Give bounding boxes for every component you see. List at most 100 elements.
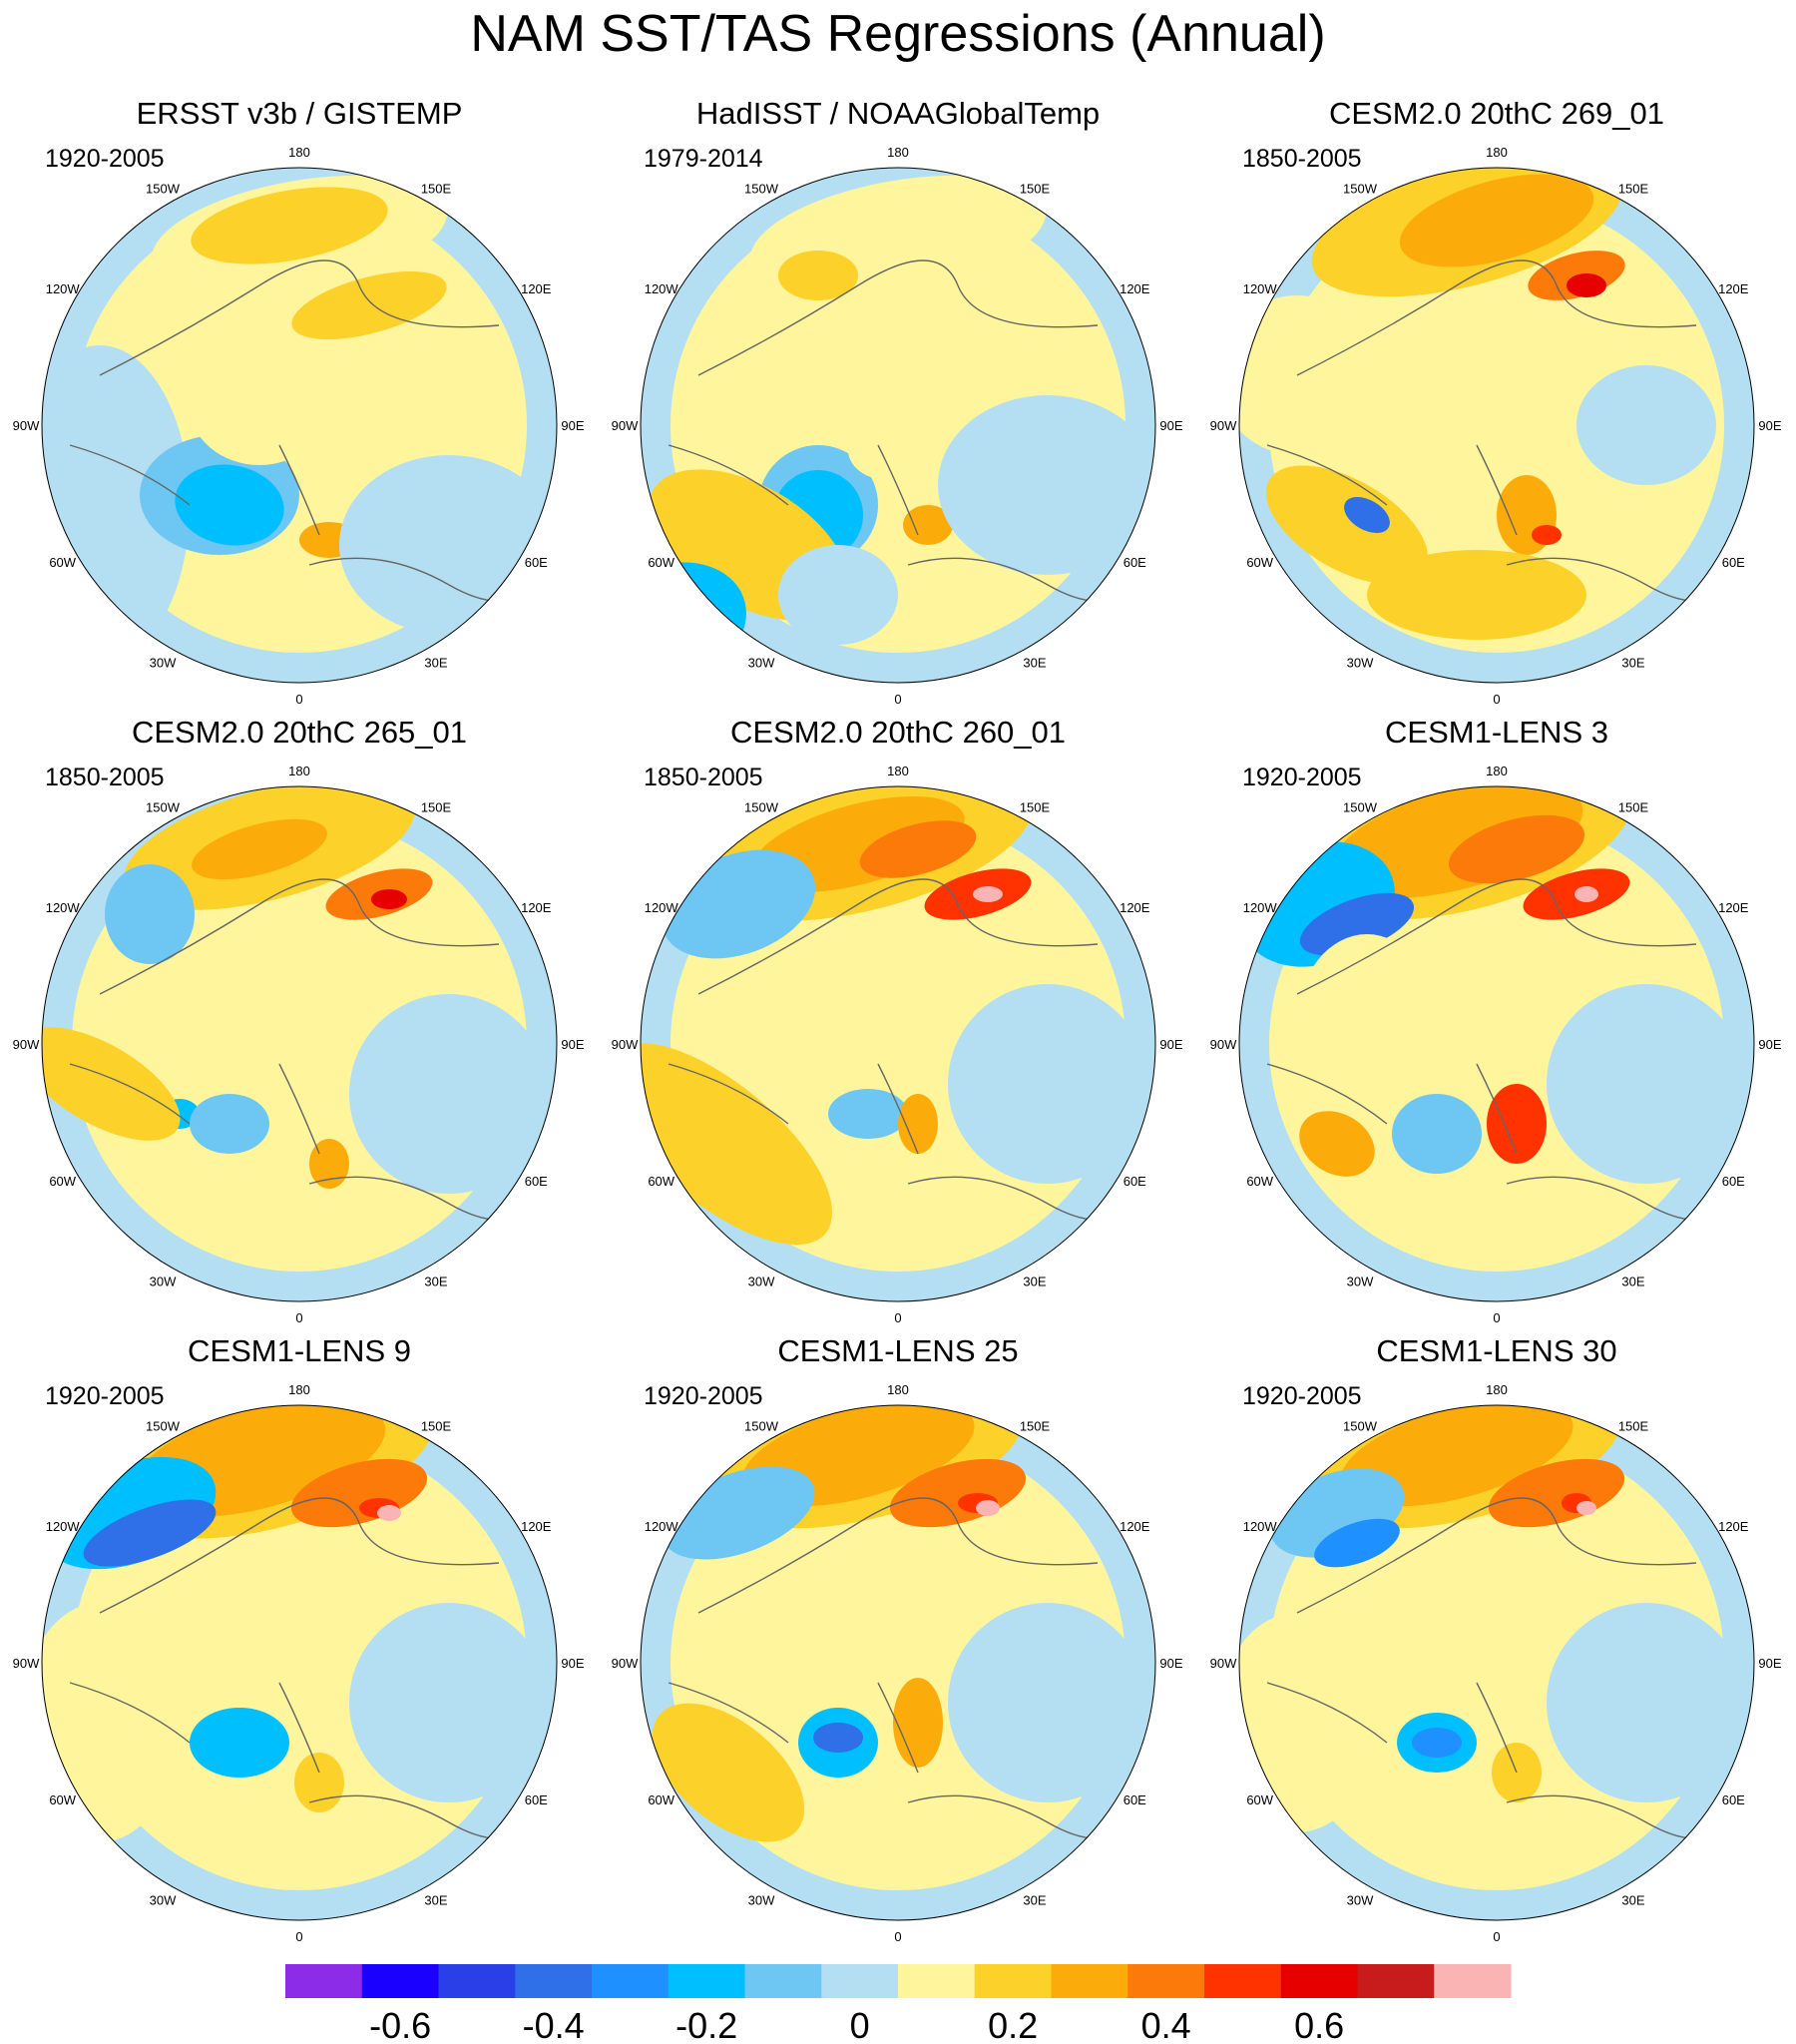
lon-label: 30W xyxy=(150,1892,177,1907)
panel-title: CESM2.0 20thC 260_01 xyxy=(729,715,1067,750)
coastline xyxy=(1476,444,1518,536)
lon-label: 60E xyxy=(525,555,548,570)
coastline xyxy=(668,444,789,506)
lon-label: 120W xyxy=(1243,1519,1278,1534)
lon-label: 60E xyxy=(1123,555,1146,570)
panel-title: CESM1-LENS 30 xyxy=(1376,1333,1617,1368)
main-title: NAM SST/TAS Regressions (Annual) xyxy=(470,5,1326,63)
map-panel: HadISST / NOAAGlobalTemp 1979-2014 180 150E… xyxy=(599,96,1197,715)
field-contour xyxy=(349,1603,549,1802)
coastline xyxy=(697,1497,1099,1614)
map-outline xyxy=(41,1404,558,1921)
field-contour xyxy=(190,1708,289,1778)
polar-map: 180 150E 120E 90E 60E 30E 0 30W 60W 90W 120W 150W xyxy=(612,1382,1183,1944)
field-contour xyxy=(1299,1111,1375,1177)
lon-label: 30W xyxy=(1347,1892,1374,1907)
field-contour xyxy=(1314,1518,1400,1568)
lon-label: 30W xyxy=(1347,1274,1374,1288)
field-contour xyxy=(42,1027,181,1141)
lon-label: 90W xyxy=(1210,1656,1237,1671)
field-contour xyxy=(339,455,557,635)
panel-period: 1850-2005 xyxy=(1242,145,1362,173)
field-contour xyxy=(377,1505,401,1521)
lon-label: 150E xyxy=(421,1419,452,1434)
lon-label: 90W xyxy=(1210,418,1237,433)
coastline xyxy=(697,259,1099,376)
panel-title: CESM2.0 20thC 269_01 xyxy=(1328,96,1665,131)
lon-label: 180 xyxy=(887,145,909,160)
colorbar-tick-label: -0.4 xyxy=(523,2005,585,2044)
lon-label: 30E xyxy=(1023,1274,1046,1288)
coastline xyxy=(1476,1063,1518,1155)
lon-label: 30E xyxy=(1023,655,1046,670)
coastline xyxy=(278,1063,320,1155)
colorbar-tick-label: 0.2 xyxy=(988,2005,1038,2044)
panel-period: 1979-2014 xyxy=(644,145,763,173)
colorbar-swatch xyxy=(1204,1964,1282,1998)
lon-label: 180 xyxy=(288,764,310,778)
lon-label: 0 xyxy=(1493,1929,1500,1944)
colorbar-swatch xyxy=(592,1964,670,1998)
lon-label: 60E xyxy=(1123,1792,1146,1807)
colorbar-swatch xyxy=(1127,1964,1205,1998)
field-contour xyxy=(973,886,1003,902)
panel-title: CESM1-LENS 3 xyxy=(1385,715,1608,750)
lon-label: 150E xyxy=(421,800,452,815)
polar-map: 180 150E 120E 90E 60E 30E 0 30W 60W 90W 120W 150W xyxy=(13,1382,585,1944)
field-contour xyxy=(1367,550,1586,640)
map-panel: CESM1-LENS 3 1920-2005 180 150E 120E 90E 60E 30… xyxy=(1197,715,1796,1333)
field-contour xyxy=(1576,365,1716,485)
field-contour xyxy=(828,1089,908,1139)
lon-label: 150E xyxy=(1618,1419,1649,1434)
lon-label: 180 xyxy=(1486,764,1508,778)
lon-label: 90W xyxy=(1210,1037,1237,1052)
map-panel: ERSST v3b / GISTEMP 1920-2005 180 150E 120E 9… xyxy=(0,96,599,715)
lon-label: 150W xyxy=(1343,182,1378,197)
coastline xyxy=(69,1682,191,1744)
lon-label: 180 xyxy=(887,764,909,778)
field-contour xyxy=(948,984,1147,1184)
map-panel: CESM2.0 20thC 265_01 1850-2005 180 150E 120E… xyxy=(0,715,599,1333)
lon-label: 60W xyxy=(648,555,674,570)
lon-label: 150W xyxy=(1343,800,1378,815)
colorbar-swatch xyxy=(361,1964,439,1998)
coastline xyxy=(1266,1682,1388,1744)
colorbar-tick-label: 0 xyxy=(850,2005,870,2044)
lon-label: 60W xyxy=(648,1792,674,1807)
map-outline xyxy=(1238,167,1755,684)
panel-period: 1850-2005 xyxy=(644,764,763,791)
lon-label: 120E xyxy=(1718,1519,1749,1534)
polar-map: 180 150E 120E 90E 60E 30E 0 30W 60W 90W 120W 150W xyxy=(612,145,1183,707)
map-outline xyxy=(1238,785,1755,1302)
colorbar-swatch xyxy=(744,1964,822,1998)
lon-label: 60W xyxy=(1246,555,1273,570)
coastline xyxy=(1266,444,1388,506)
field-contour xyxy=(1392,1094,1482,1174)
field-contour xyxy=(1532,525,1562,545)
map-outline xyxy=(1238,1404,1755,1921)
lon-label: 150W xyxy=(1343,1419,1378,1434)
map-outline xyxy=(41,167,558,684)
lon-label: 120E xyxy=(1718,900,1749,915)
field-contour xyxy=(1448,814,1585,884)
lon-label: 150W xyxy=(744,800,779,815)
colorbar-swatch xyxy=(898,1964,976,1998)
panel-period: 1920-2005 xyxy=(1242,764,1362,791)
lon-label: 60E xyxy=(1722,1174,1745,1189)
field-contour xyxy=(903,505,953,545)
colorbar-swatch xyxy=(1434,1964,1512,1998)
field-contour xyxy=(976,1500,1000,1516)
colorbar-swatch xyxy=(1357,1964,1435,1998)
map-panel: CESM2.0 20thC 260_01 1850-2005 180 150E 120E… xyxy=(599,715,1197,1333)
colorbar-swatch xyxy=(515,1964,593,1998)
lon-label: 150W xyxy=(146,800,181,815)
lon-label: 60W xyxy=(49,555,76,570)
lon-label: 30W xyxy=(748,655,775,670)
lon-label: 120E xyxy=(1120,1519,1150,1534)
colorbar: -0.6 -0.4 -0.2 0 0.2 0.4 0.6 xyxy=(285,1964,1512,2044)
lon-label: 30W xyxy=(748,1892,775,1907)
lon-label: 30W xyxy=(150,1274,177,1288)
lon-label: 90W xyxy=(13,1037,40,1052)
lon-label: 120E xyxy=(1120,900,1150,915)
lon-label: 150E xyxy=(421,182,452,197)
